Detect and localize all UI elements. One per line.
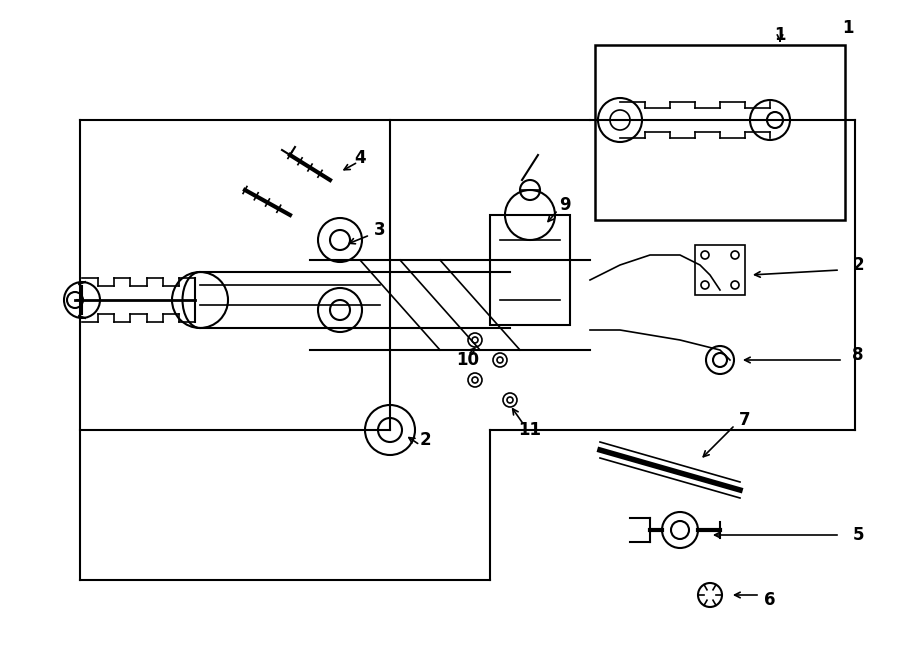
Bar (490, 215, 570, 325)
Bar (700, 255, 740, 285)
Text: 8: 8 (852, 346, 864, 364)
Text: 2: 2 (419, 431, 431, 449)
Text: 9: 9 (559, 196, 571, 214)
Text: 7: 7 (739, 411, 751, 429)
Text: 11: 11 (518, 421, 542, 439)
Text: 1: 1 (842, 19, 854, 37)
Bar (695, 245, 745, 295)
Text: 4: 4 (355, 149, 365, 167)
Text: 5: 5 (852, 526, 864, 544)
Text: 3: 3 (374, 221, 386, 239)
Text: 10: 10 (456, 351, 480, 369)
Bar (595, 45, 845, 220)
Text: 2: 2 (852, 256, 864, 274)
Text: 6: 6 (764, 591, 776, 609)
Text: 1: 1 (774, 26, 786, 44)
